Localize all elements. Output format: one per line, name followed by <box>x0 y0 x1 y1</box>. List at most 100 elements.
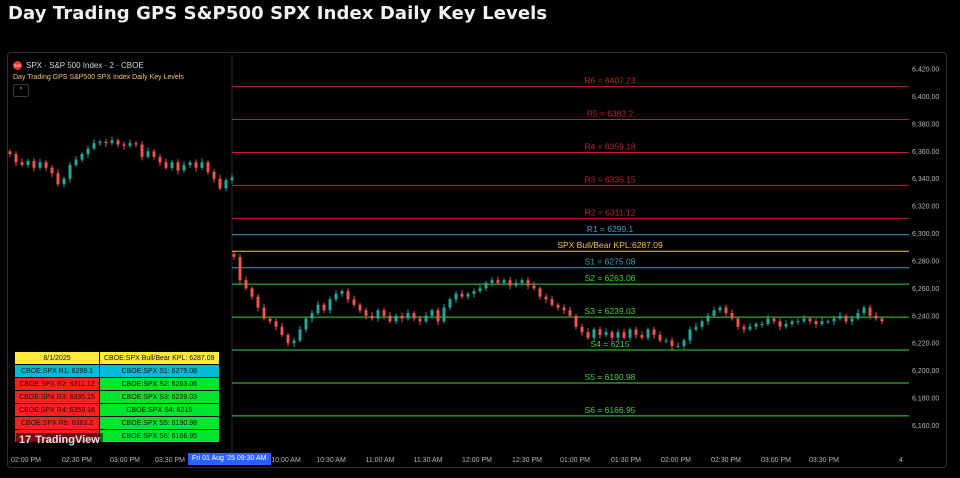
candle-body <box>730 313 734 319</box>
candle-body <box>230 177 234 181</box>
key-level-label: S6 = 6166.95 <box>585 405 636 415</box>
candle-body <box>862 307 866 314</box>
candle-body <box>158 156 162 163</box>
candle-body <box>74 159 78 166</box>
candle-body <box>346 291 350 300</box>
y-axis-tick-label: 6,400.00 <box>912 94 939 101</box>
candle-body <box>856 313 860 319</box>
key-level-label: R4 = 6359.18 <box>584 141 636 151</box>
candle-body <box>838 315 842 319</box>
x-axis-tick-label: 03:30 PM <box>809 457 839 464</box>
candle-body <box>358 304 362 311</box>
candle-body <box>304 318 308 330</box>
candle-body <box>670 340 674 346</box>
candle-body <box>448 299 452 308</box>
candle-body <box>580 326 584 333</box>
tradingview-logo-icon: 17 <box>19 434 32 446</box>
candle-body <box>268 318 272 322</box>
candle-body <box>664 340 668 342</box>
candle-body <box>20 162 24 166</box>
candle-body <box>244 280 248 289</box>
candle-body <box>44 162 48 168</box>
candle-body <box>38 162 42 168</box>
symbol-label[interactable]: SPX · S&P 500 Index · 2 · CBOE <box>26 61 144 70</box>
candle-body <box>340 291 344 294</box>
x-axis-tick-label: 12:00 PM <box>462 457 492 464</box>
candle-body <box>460 293 464 297</box>
candle-body <box>514 282 518 286</box>
candle-body <box>182 165 186 171</box>
candle-body <box>86 148 90 155</box>
candle-body <box>802 318 806 322</box>
candle-body <box>724 307 728 314</box>
candle-body <box>778 321 782 327</box>
x-axis-tick-label: 01:30 PM <box>611 457 641 464</box>
candle-body <box>92 143 96 149</box>
candle-body <box>694 326 698 330</box>
candle-body <box>826 321 830 323</box>
candle-body <box>634 329 638 335</box>
candle-body <box>814 321 818 324</box>
key-level-label: S4 = 6215 <box>591 339 630 349</box>
candle-body <box>844 315 848 322</box>
collapse-legend-button[interactable]: ^ <box>13 84 29 97</box>
candle-body <box>712 310 716 316</box>
candle-body <box>496 280 500 283</box>
x-axis-tick-label: 02:30 PM <box>711 457 741 464</box>
candle-body <box>640 334 644 338</box>
x-axis-tick-label: 03:00 PM <box>110 457 140 464</box>
candle-body <box>508 280 512 286</box>
candle-body <box>592 329 596 338</box>
candle-body <box>194 162 198 168</box>
candle-body <box>868 307 872 316</box>
candle-body <box>442 307 446 322</box>
candle-body <box>484 282 488 289</box>
candle-body <box>280 326 284 335</box>
candle-body <box>430 310 434 316</box>
candle-body <box>502 280 506 283</box>
candle-body <box>68 165 72 179</box>
candle-body <box>550 299 554 305</box>
table-cell: CBOE:SPX Bull/Bear KPL: 6287.09 <box>99 351 220 365</box>
candle-body <box>188 162 192 166</box>
candle-body <box>760 324 764 325</box>
key-level-label: R2 = 6311.12 <box>585 207 636 217</box>
table-cell: CBOE:SPX S5: 6190.98 <box>99 416 220 430</box>
candle-body <box>598 329 602 335</box>
table-row: CBOE:SPX R3: 6335.15 CBOE:SPX S3: 6239.03 <box>14 390 220 404</box>
x-axis-tick-label: 02:30 PM <box>62 457 92 464</box>
y-axis-tick-label: 6,260.00 <box>912 286 939 293</box>
candle-body <box>406 313 410 319</box>
candle-body <box>790 321 794 324</box>
candle-body <box>538 288 542 297</box>
candle-body <box>766 318 770 324</box>
candle-body <box>110 140 114 144</box>
candle-body <box>736 318 740 327</box>
y-axis-tick-label: 6,240.00 <box>912 313 939 320</box>
candle-body <box>116 140 120 145</box>
x-axis-tick-label: 02:00 PM <box>11 457 41 464</box>
candle-body <box>820 321 824 324</box>
tradingview-logo-text: TradingView <box>35 434 100 446</box>
candle-body <box>262 307 266 319</box>
candle-body <box>706 315 710 322</box>
candle-body <box>742 326 746 330</box>
table-cell: CBOE:SPX S4: 6215 <box>99 403 220 417</box>
candle-body <box>616 332 620 338</box>
candle-body <box>772 318 776 322</box>
indicator-label[interactable]: Day Trading GPS S&P500 SPX Index Daily K… <box>13 74 184 81</box>
candle-body <box>298 329 302 341</box>
candle-body <box>478 288 482 292</box>
table-row: CBOE:SPX R4: 6359.18 CBOE:SPX S4: 6215 <box>14 403 220 417</box>
key-level-label: R3 = 6335.15 <box>584 174 636 184</box>
candle-body <box>400 315 404 319</box>
candle-body <box>544 296 548 300</box>
candle-body <box>424 315 428 322</box>
candle-body <box>316 304 320 314</box>
candle-body <box>520 280 524 283</box>
candle-body <box>328 299 332 311</box>
candle-body <box>238 256 242 281</box>
candle-body <box>658 334 662 341</box>
tradingview-logo[interactable]: 17 TradingView <box>16 433 103 447</box>
